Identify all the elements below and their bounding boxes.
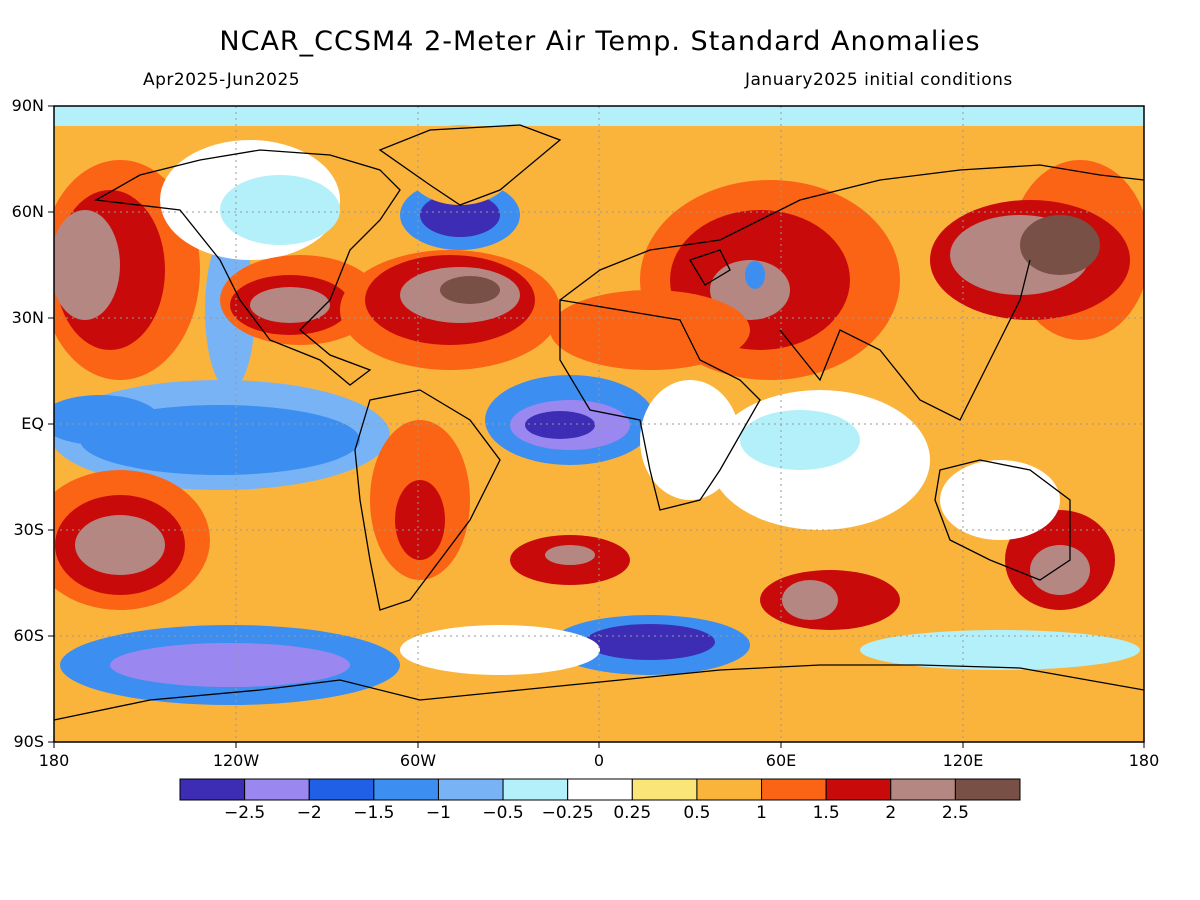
colorbar-swatch <box>502 778 569 801</box>
colorbar-label: 2 <box>885 803 897 823</box>
colorbar-label: 2.5 <box>941 803 969 823</box>
colorbar-swatch <box>179 778 246 801</box>
colorbar-label: −0.25 <box>541 803 594 823</box>
colorbar-swatch <box>825 778 892 801</box>
lat-label-30n: 30N <box>11 308 44 327</box>
colorbar-swatch <box>308 778 375 801</box>
colorbar-label: 1.5 <box>812 803 840 823</box>
lat-label-90n: 90N <box>11 96 44 115</box>
lon-label-0: 0 <box>593 751 605 770</box>
initial-conditions: January2025 initial conditions <box>745 70 1013 90</box>
colorbar-swatch <box>890 778 956 801</box>
gridlines <box>54 106 1144 742</box>
lon-label-60w: 60W <box>399 751 437 770</box>
lon-label-120w: 120W <box>212 751 260 770</box>
colorbar-swatch <box>761 778 827 801</box>
lat-label-60s: 60S <box>13 626 44 645</box>
colorbar-swatch <box>631 778 698 801</box>
map-title: NCAR_CCSM4 2-Meter Air Temp. Standard An… <box>219 26 981 57</box>
colorbar-label: −0.5 <box>482 803 524 823</box>
colorbar-swatch <box>244 778 310 801</box>
ticks <box>48 105 1145 748</box>
lat-label-60n: 60N <box>11 202 44 221</box>
coastlines <box>53 124 1145 721</box>
colorbar-swatch <box>696 778 763 801</box>
colorbar-label: 0.25 <box>613 803 652 823</box>
lon-label-60e: 60E <box>765 751 797 770</box>
anomaly-field <box>54 106 1144 742</box>
colorbar-swatch <box>567 778 633 801</box>
lat-label-30s: 30S <box>13 520 44 539</box>
colorbar-label: −2 <box>296 803 322 823</box>
colorbar-swatch <box>437 778 504 801</box>
colorbar-label: −1 <box>425 803 451 823</box>
lat-label-eq: EQ <box>21 414 44 433</box>
colorbar-label: 0.5 <box>683 803 711 823</box>
forecast-period: Apr2025-Jun2025 <box>143 70 301 90</box>
colorbar <box>179 778 1021 801</box>
colorbar-swatch <box>954 778 1021 801</box>
colorbar-swatch <box>373 778 439 801</box>
colorbar-label: −2.5 <box>223 803 266 823</box>
lat-label-90s: 90S <box>13 732 44 751</box>
lon-label-180w: 180 <box>38 751 70 770</box>
lon-label-120e: 120E <box>942 751 984 770</box>
colorbar-label: −1.5 <box>353 803 395 823</box>
colorbar-label: 1 <box>756 803 767 823</box>
lon-label-180e: 180 <box>1128 751 1160 770</box>
